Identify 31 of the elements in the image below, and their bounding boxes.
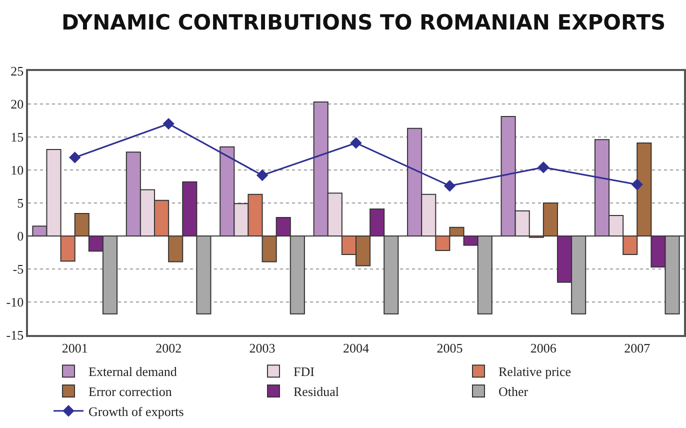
x-tick-label: 2004 — [343, 340, 370, 356]
y-tick-label: 15 — [10, 130, 24, 145]
point — [69, 152, 81, 164]
y-tick-label: 10 — [10, 162, 24, 178]
y-tick-label: -5 — [12, 262, 24, 277]
y-tick-label: 25 — [10, 64, 24, 79]
legend-label: External demand — [88, 364, 178, 380]
legend-label: FDI — [294, 364, 314, 380]
legend-label: Error correction — [88, 384, 172, 400]
x-tick-label: 2007 — [624, 340, 651, 356]
y-tick-label: -10 — [6, 294, 24, 310]
x-tick-label: 2001 — [62, 340, 88, 356]
y-tick-label: 5 — [17, 196, 24, 211]
point — [538, 162, 550, 174]
y-tick-label: 0 — [17, 228, 24, 244]
x-tick-label: 2003 — [249, 340, 276, 356]
legend-label: Growth of exports — [88, 404, 184, 419]
point — [350, 137, 362, 149]
point — [256, 169, 268, 182]
point — [162, 118, 174, 130]
chart-title: DYNAMIC CONTRIBUTIONS TO ROMANIAN EXPORTS — [61, 10, 666, 35]
point — [631, 178, 643, 190]
x-tick-label: 2006 — [530, 340, 557, 356]
legend-label: Residual — [294, 384, 340, 400]
legend-label: Relative price — [498, 364, 572, 380]
y-tick-label: -15 — [6, 328, 24, 343]
legend-label: Other — [498, 384, 529, 400]
x-tick-label: 2005 — [436, 340, 463, 356]
point — [444, 180, 456, 192]
y-tick-label: 20 — [10, 96, 24, 112]
x-tick-label: 2002 — [156, 340, 182, 356]
